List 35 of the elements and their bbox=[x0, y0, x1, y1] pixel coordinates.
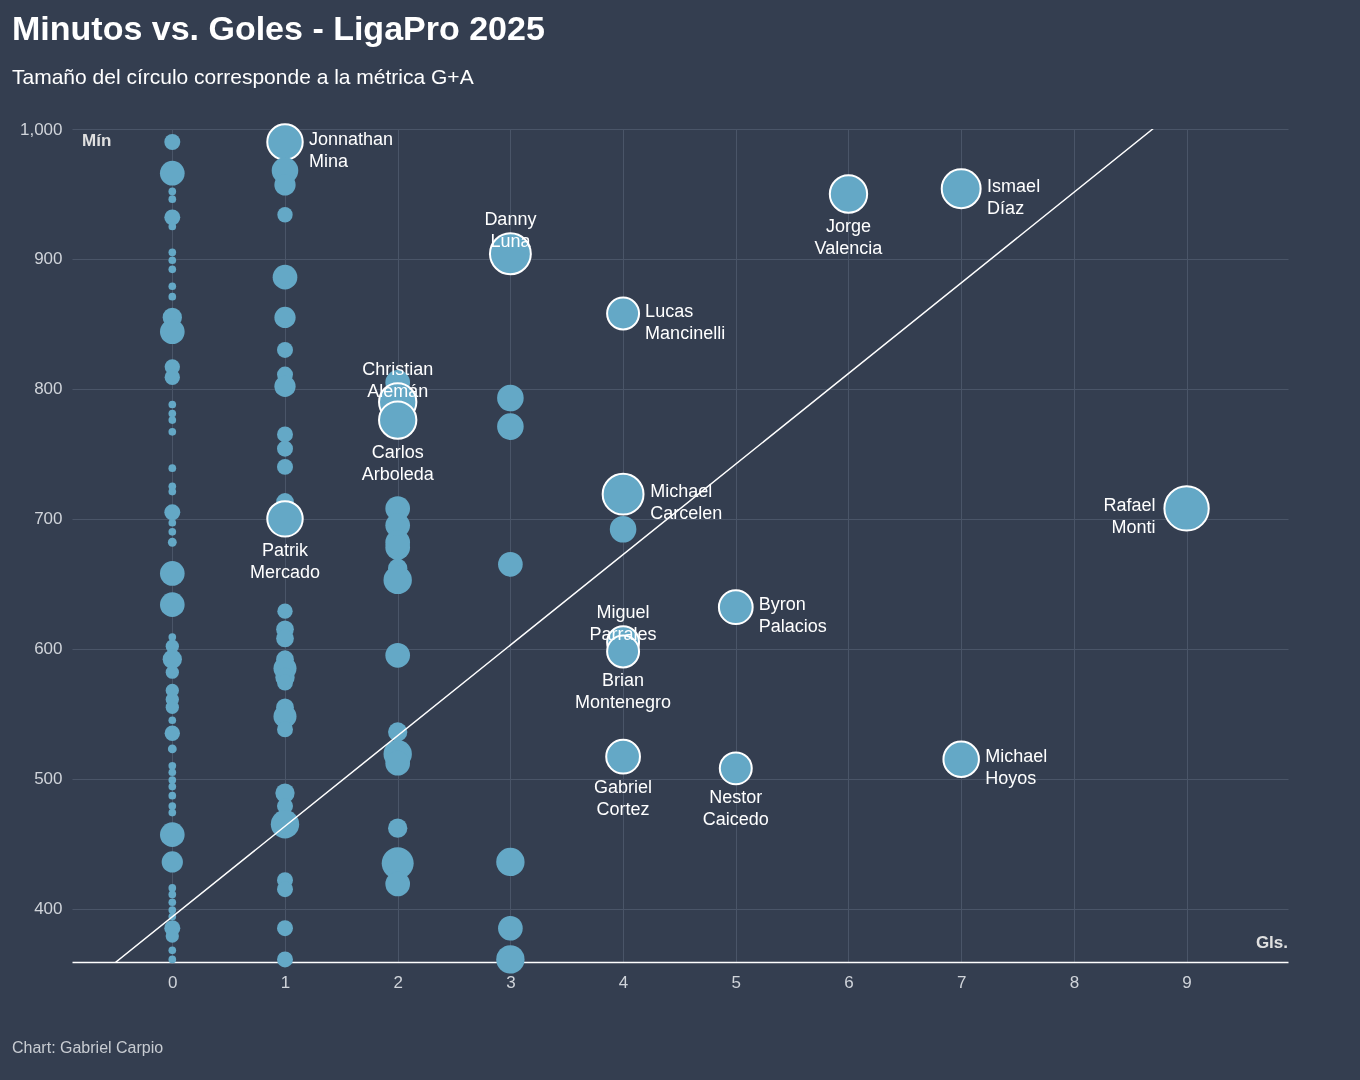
x-axis-title: Gls. bbox=[1255, 933, 1288, 952]
y-tick-label: 500 bbox=[34, 769, 63, 789]
annotation: Brian Montenegro bbox=[575, 670, 672, 713]
x-tick-label: 1 bbox=[280, 972, 291, 992]
x-tick-label: 9 bbox=[1182, 972, 1192, 992]
annotation: Carlos Arboleda bbox=[361, 442, 435, 485]
y-tick-label: 1,000 bbox=[19, 119, 63, 139]
y-tick-label: 800 bbox=[34, 379, 63, 399]
y-axis-title: Mín bbox=[82, 131, 112, 150]
x-tick-label: 2 bbox=[393, 972, 403, 992]
annotation: Rafael Monti bbox=[1103, 495, 1156, 538]
annotation: Gabriel Cortez bbox=[594, 776, 653, 819]
annotation: Michael Hoyos bbox=[985, 746, 1048, 789]
chart-subtitle: Tamaño del círculo corresponde a la métrica G+A bbox=[12, 65, 474, 88]
chart-title: Minutos vs. Goles - LigaPro 2025 bbox=[12, 9, 545, 47]
x-tick-label: 8 bbox=[1069, 972, 1080, 992]
y-tick-label: 700 bbox=[34, 509, 63, 529]
text: Chart: Gabriel Carpio bbox=[12, 1039, 164, 1056]
x-tick-label: 5 bbox=[731, 972, 742, 992]
x-tick-label: 6 bbox=[844, 972, 854, 992]
x-tick-label: 7 bbox=[956, 972, 967, 992]
x-tick-label: 0 bbox=[168, 972, 178, 992]
x-tick-label: 3 bbox=[506, 972, 516, 992]
y-tick-label: 900 bbox=[34, 249, 63, 269]
x-tick-label: 4 bbox=[618, 972, 629, 992]
annotation: Patrik Mercado bbox=[249, 539, 321, 582]
y-tick-label: 400 bbox=[34, 899, 63, 919]
annotation: Jonnathan Mina bbox=[309, 129, 394, 171]
annotation: Jorge Valencia bbox=[814, 216, 884, 259]
y-tick-label: 600 bbox=[34, 639, 63, 659]
annotation: Christian Alemán bbox=[362, 358, 434, 401]
annotation: Byron Palacios bbox=[758, 594, 827, 637]
annotation: Ismael Díaz bbox=[987, 175, 1041, 218]
annotation: Lucas Mancinelli bbox=[645, 300, 726, 343]
annotation: Nestor Caicedo bbox=[702, 787, 769, 830]
